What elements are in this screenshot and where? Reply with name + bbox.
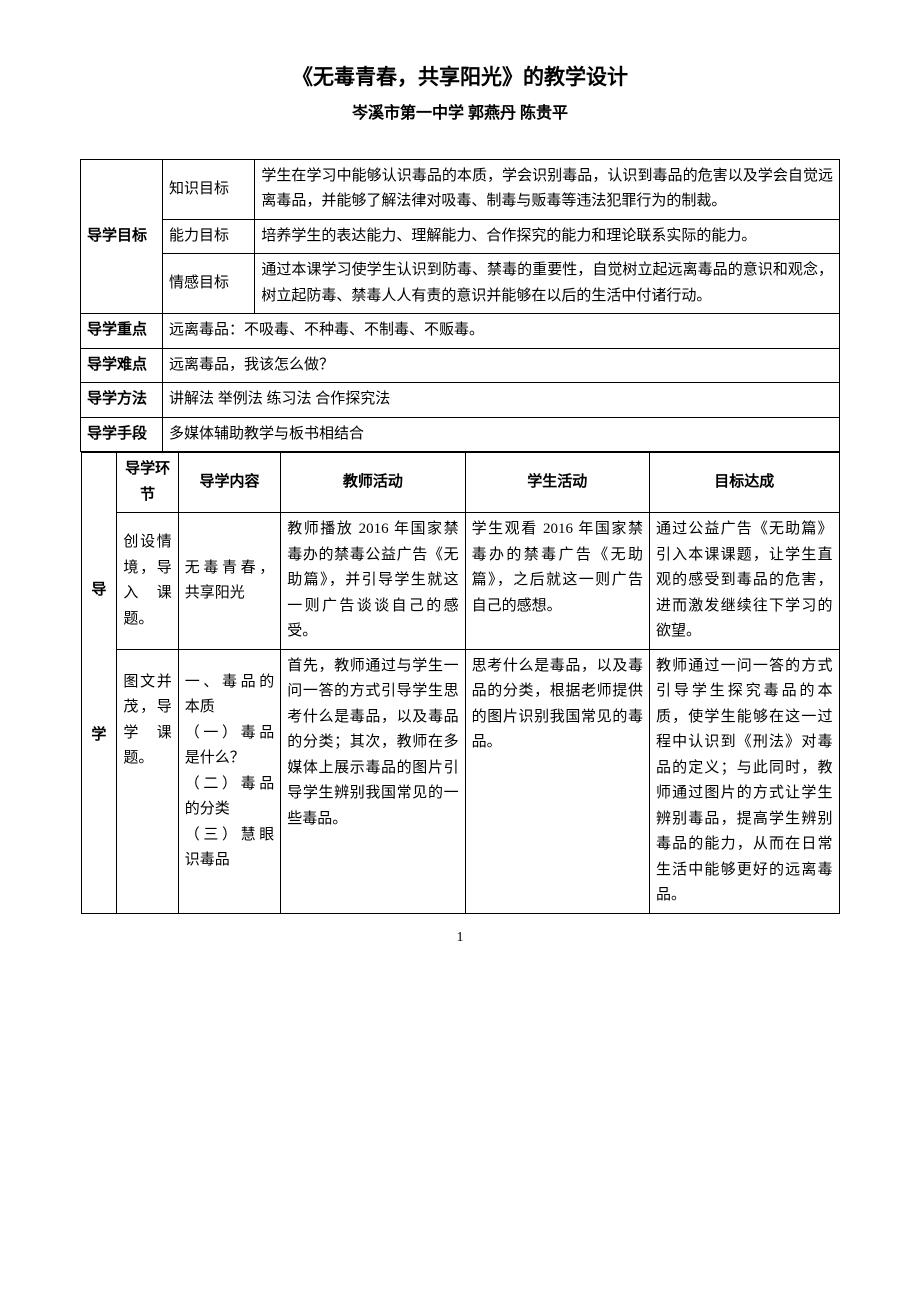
student-cell: 思考什么是毒品，以及毒品的分类，根据老师提供的图片识别我国常见的毒品。 <box>465 649 649 913</box>
col-content: 导学内容 <box>178 453 280 513</box>
table-row: 导学目标 知识目标 学生在学习中能够认识毒品的本质，学会识别毒品，认识到毒品的危… <box>81 159 840 219</box>
teacher-cell: 首先，教师通过与学生一问一答的方式引导学生思考什么是毒品，以及毒品的分类；其次，… <box>281 649 465 913</box>
table-row: 导 学 导学环节 导学内容 教师活动 学生活动 目标达成 创设情境，导入课题。 … <box>81 452 840 914</box>
student-cell: 学生观看 2016 年国家禁毒办的禁毒广告《无助篇》，之后就这一则广告自己的感想… <box>465 513 649 650</box>
table-row: 导学方法 讲解法 举例法 练习法 合作探究法 <box>81 383 840 418</box>
table-row: 创设情境，导入课题。 无毒青春，共享阳光 教师播放 2016 年国家禁毒办的禁毒… <box>81 513 839 650</box>
table-row: 情感目标 通过本课学习使学生认识到防毒、禁毒的重要性，自觉树立起远离毒品的意识和… <box>81 254 840 314</box>
col-stage: 导学环节 <box>117 453 178 513</box>
emotion-goal-text: 通过本课学习使学生认识到防毒、禁毒的重要性，自觉树立起远离毒品的意识和观念，树立… <box>255 254 840 314</box>
process-table: 导 学 导学环节 导学内容 教师活动 学生活动 目标达成 创设情境，导入课题。 … <box>81 452 840 914</box>
stage-cell: 创设情境，导入课题。 <box>117 513 178 650</box>
col-student: 学生活动 <box>465 453 649 513</box>
table-row: 导学难点 远离毒品，我该怎么做？ <box>81 348 840 383</box>
difficulty-label: 导学难点 <box>81 348 163 383</box>
focus-label: 导学重点 <box>81 314 163 349</box>
method-text: 讲解法 举例法 练习法 合作探究法 <box>163 383 840 418</box>
goal-label: 导学目标 <box>81 159 163 314</box>
content-cell: 一、毒品的本质 （一）毒品是什么？ （二）毒品的分类 （三）慧眼识毒品 <box>178 649 280 913</box>
teacher-cell: 教师播放 2016 年国家禁毒办的禁毒公益广告《无助篇》，并引导学生就这一则广告… <box>281 513 465 650</box>
means-label: 导学手段 <box>81 417 163 452</box>
emotion-goal-label: 情感目标 <box>163 254 255 314</box>
content-cell: 无毒青春，共享阳光 <box>178 513 280 650</box>
table-row: 导学重点 远离毒品：不吸毒、不种毒、不制毒、不贩毒。 <box>81 314 840 349</box>
target-cell: 教师通过一问一答的方式引导学生探究毒品的本质，使学生能够在这一过程中认识到《刑法… <box>649 649 839 913</box>
knowledge-goal-text: 学生在学习中能够认识毒品的本质，学会识别毒品，认识到毒品的危害以及学会自觉远离毒… <box>255 159 840 219</box>
knowledge-goal-label: 知识目标 <box>163 159 255 219</box>
target-cell: 通过公益广告《无助篇》引入本课课题，让学生直观的感受到毒品的危害，进而激发继续往… <box>649 513 839 650</box>
table-row: 能力目标 培养学生的表达能力、理解能力、合作探究的能力和理论联系实际的能力。 <box>81 219 840 254</box>
means-text: 多媒体辅助教学与板书相结合 <box>163 417 840 452</box>
stage-cell: 图文并茂，导学课题。 <box>117 649 178 913</box>
document-title: 《无毒青春，共享阳光》的教学设计 <box>80 60 840 96</box>
col-teacher: 教师活动 <box>281 453 465 513</box>
ability-goal-label: 能力目标 <box>163 219 255 254</box>
ability-goal-text: 培养学生的表达能力、理解能力、合作探究的能力和理论联系实际的能力。 <box>255 219 840 254</box>
col-target: 目标达成 <box>649 453 839 513</box>
table-row: 导 学 导学环节 导学内容 教师活动 学生活动 目标达成 <box>81 453 839 513</box>
page-number: 1 <box>80 926 840 950</box>
process-label-top: 导 <box>88 578 111 604</box>
table-row: 导学手段 多媒体辅助教学与板书相结合 <box>81 417 840 452</box>
table-row: 图文并茂，导学课题。 一、毒品的本质 （一）毒品是什么？ （二）毒品的分类 （三… <box>81 649 839 913</box>
process-label-bottom: 学 <box>88 723 111 749</box>
document-subtitle: 岑溪市第一中学 郭燕丹 陈贵平 <box>80 100 840 127</box>
lesson-plan-table: 导学目标 知识目标 学生在学习中能够认识毒品的本质，学会识别毒品，认识到毒品的危… <box>80 159 840 914</box>
process-big-label: 导 学 <box>81 453 117 914</box>
method-label: 导学方法 <box>81 383 163 418</box>
focus-text: 远离毒品：不吸毒、不种毒、不制毒、不贩毒。 <box>163 314 840 349</box>
difficulty-text: 远离毒品，我该怎么做？ <box>163 348 840 383</box>
